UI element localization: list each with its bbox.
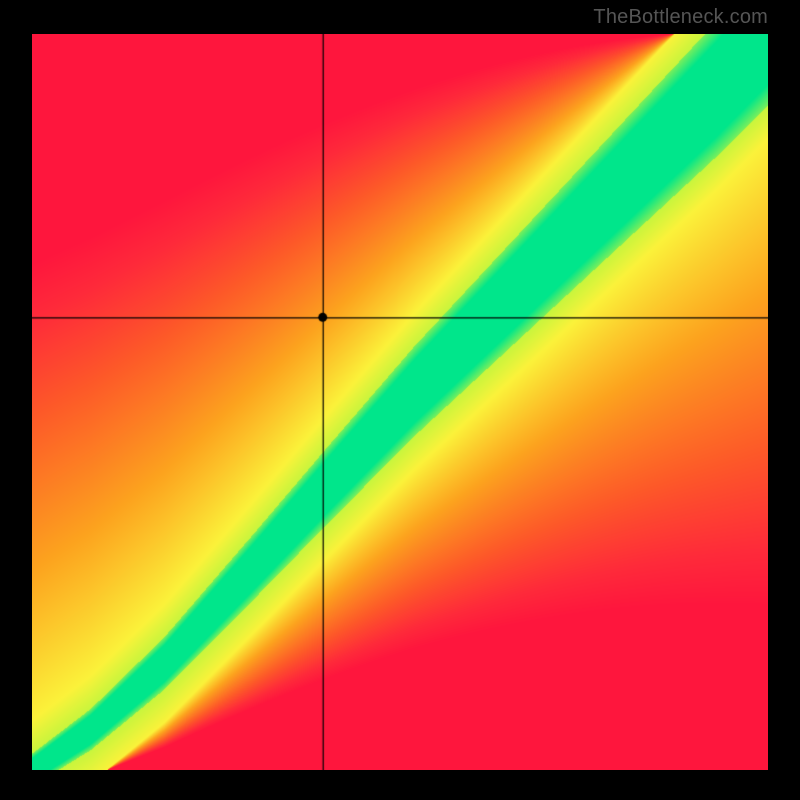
watermark-text: TheBottleneck.com [593, 6, 768, 29]
heatmap-canvas [32, 34, 768, 770]
